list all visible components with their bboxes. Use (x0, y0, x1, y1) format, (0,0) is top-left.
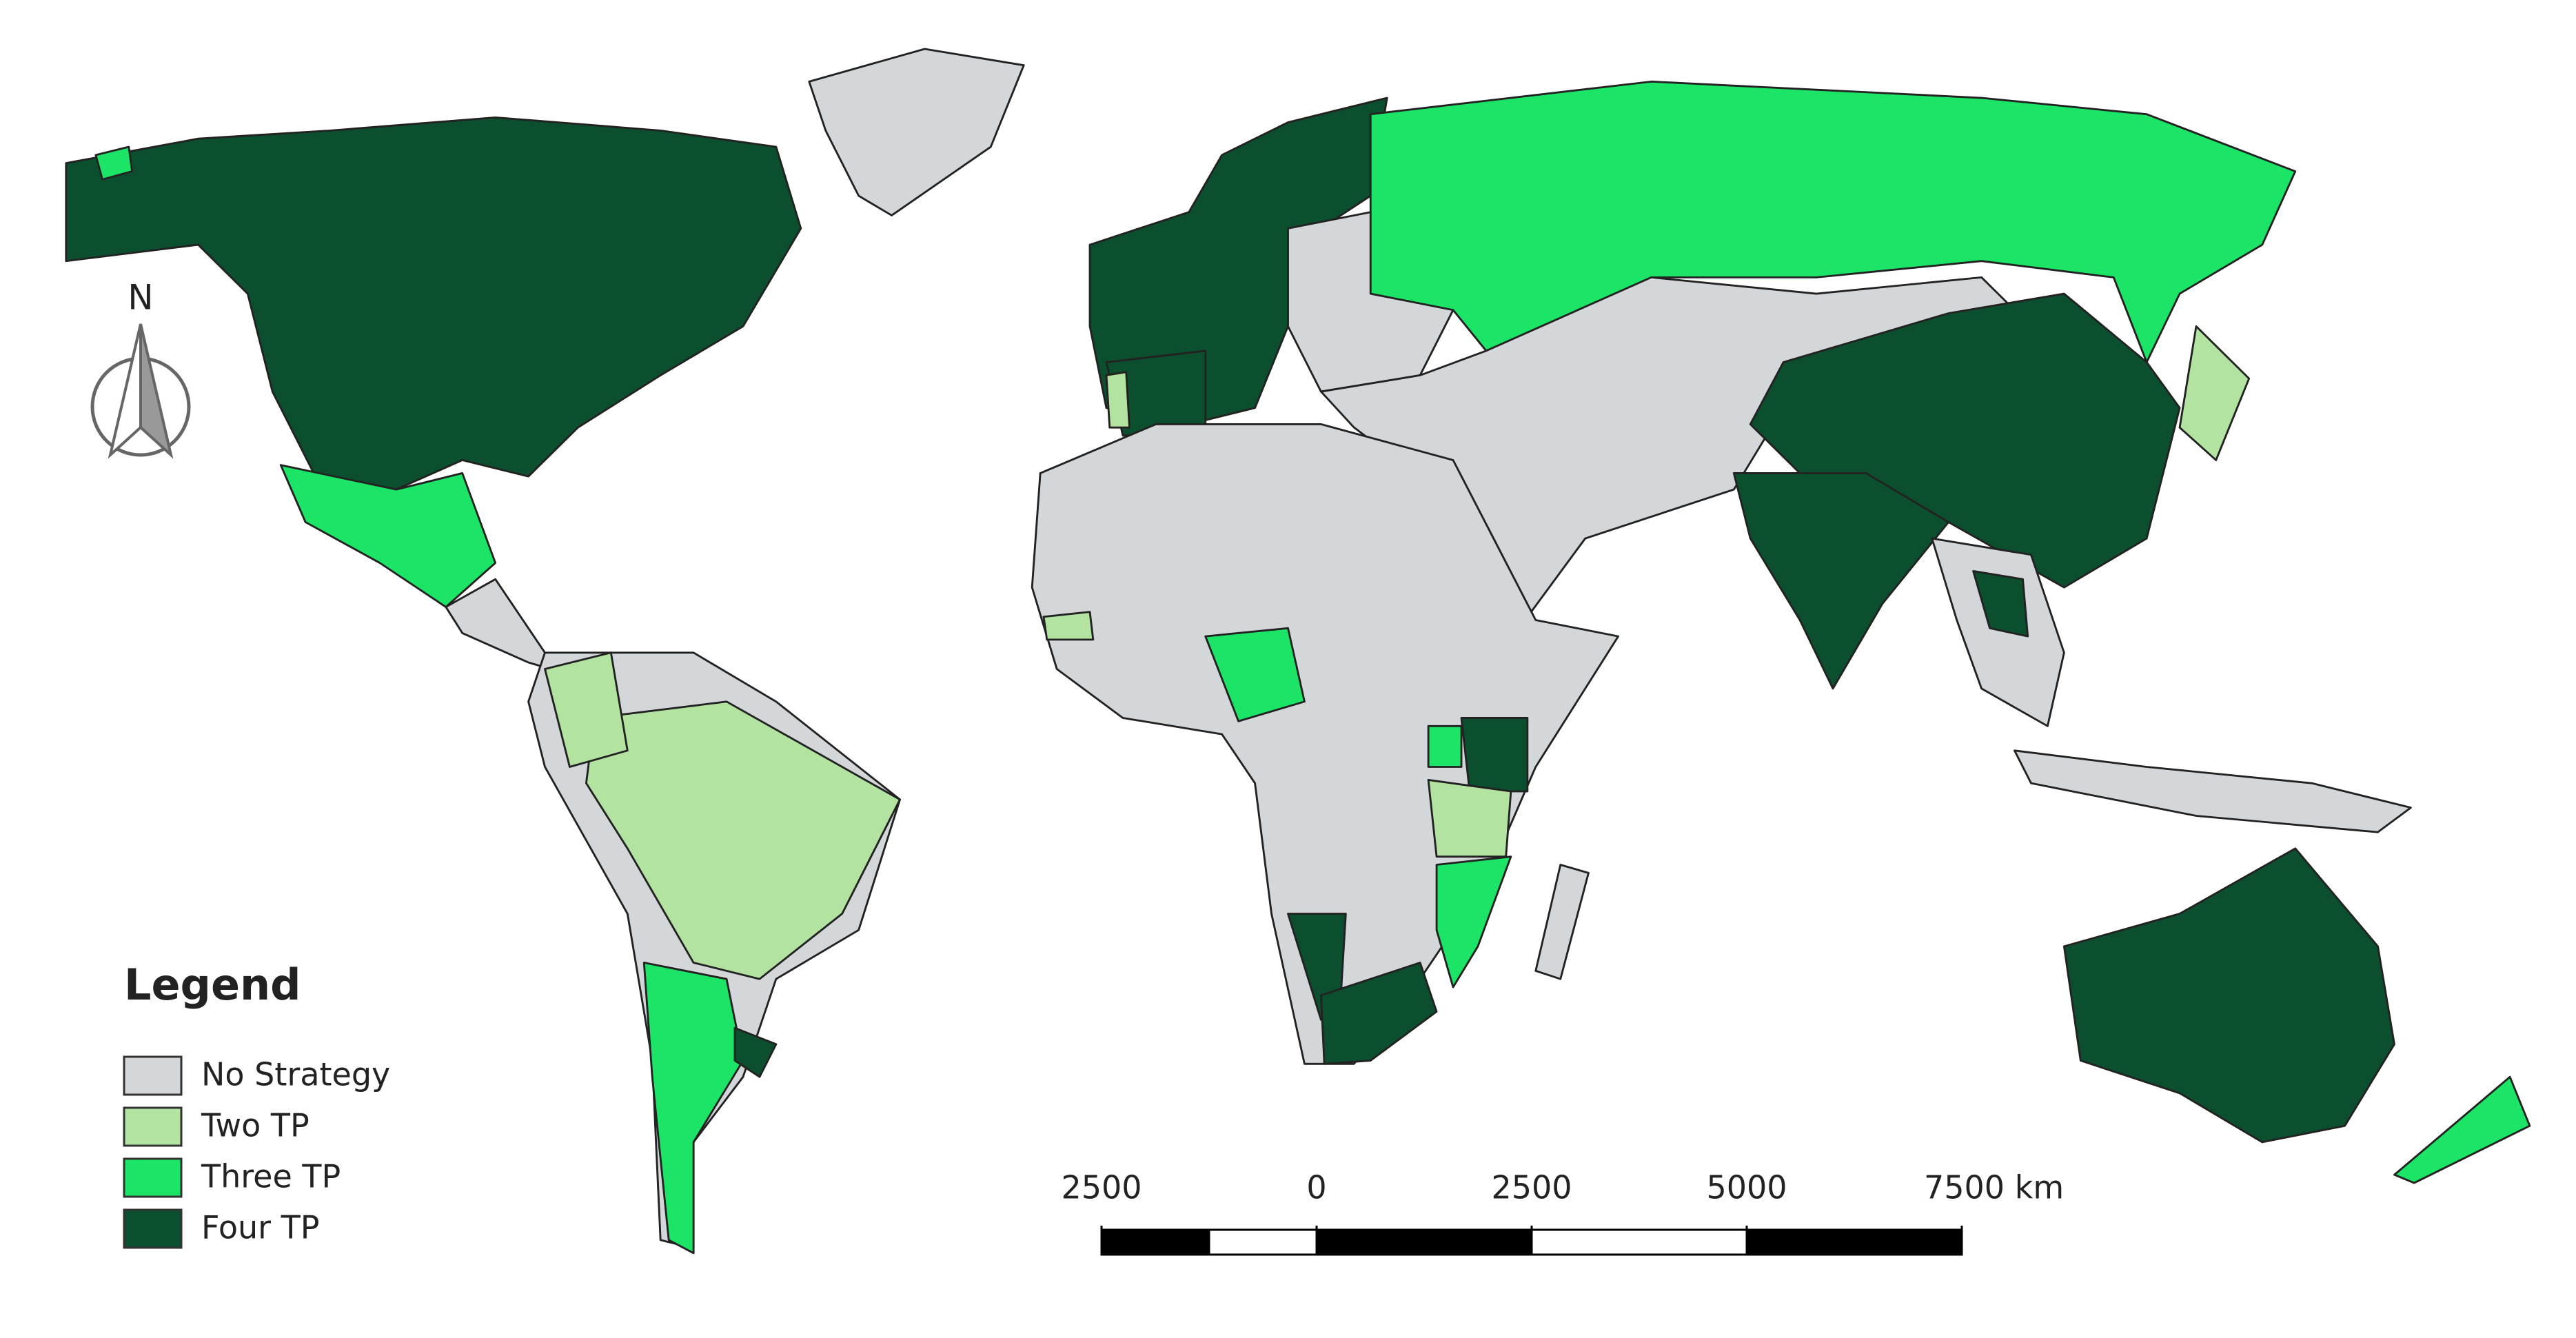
india (1732, 472, 1950, 690)
alaska-tip (94, 145, 134, 181)
scale-segment (1745, 1228, 1963, 1256)
southeast-asia (1931, 537, 2065, 727)
scale-segment (1315, 1228, 1533, 1256)
colombia (544, 651, 629, 768)
scale-label: 0 (1306, 1169, 1326, 1206)
legend: No Strategy Two TP Three TP Four TP (123, 1055, 390, 1249)
japan (2178, 325, 2251, 461)
north-arrow-right (139, 323, 174, 459)
new-zealand (2393, 1075, 2531, 1184)
north-arrow-left (108, 323, 142, 459)
argentina (642, 962, 744, 1255)
mozambique (1435, 855, 1512, 989)
scale-label: 2500 (1061, 1169, 1142, 1206)
north-arrow: N (90, 278, 191, 459)
world-map (65, 48, 2531, 1255)
uruguay (733, 1026, 778, 1078)
north-america (65, 116, 802, 491)
scale-label: 5000 (1706, 1169, 1787, 1206)
legend-label: Four TP (201, 1209, 320, 1246)
brazil (585, 700, 901, 980)
scale-segment (1208, 1228, 1318, 1256)
mexico (279, 464, 497, 608)
greenland (808, 48, 1025, 216)
legend-label: Three TP (201, 1158, 341, 1195)
south-africa (1319, 962, 1438, 1065)
legend-label: No Strategy (201, 1056, 390, 1093)
scale-label: 7500 km (1924, 1169, 2064, 1206)
legend-swatch (123, 1157, 183, 1198)
china (1749, 292, 2181, 589)
kenya (1460, 717, 1529, 793)
senegal (1042, 611, 1095, 641)
scale-label: 2500 (1491, 1169, 1572, 1206)
uganda (1427, 724, 1463, 768)
russia (1369, 80, 2297, 363)
scale-segment (1530, 1228, 1748, 1256)
legend-swatch (123, 1106, 183, 1147)
legend-title: Legend (124, 960, 301, 1010)
legend-swatch (123, 1208, 183, 1249)
australia (2062, 847, 2395, 1144)
scale-bar: 2500 0 2500 5000 7500 km (1061, 1169, 2064, 1256)
legend-swatch (123, 1055, 183, 1096)
indonesia (2014, 749, 2412, 833)
thailand (1972, 570, 2029, 638)
legend-label: Two TP (201, 1107, 310, 1144)
north-label: N (128, 278, 153, 318)
tanzania (1427, 779, 1512, 858)
portugal (1105, 371, 1130, 429)
nigeria (1204, 627, 1306, 722)
scale-segment (1100, 1228, 1210, 1256)
madagascar (1534, 864, 1590, 980)
